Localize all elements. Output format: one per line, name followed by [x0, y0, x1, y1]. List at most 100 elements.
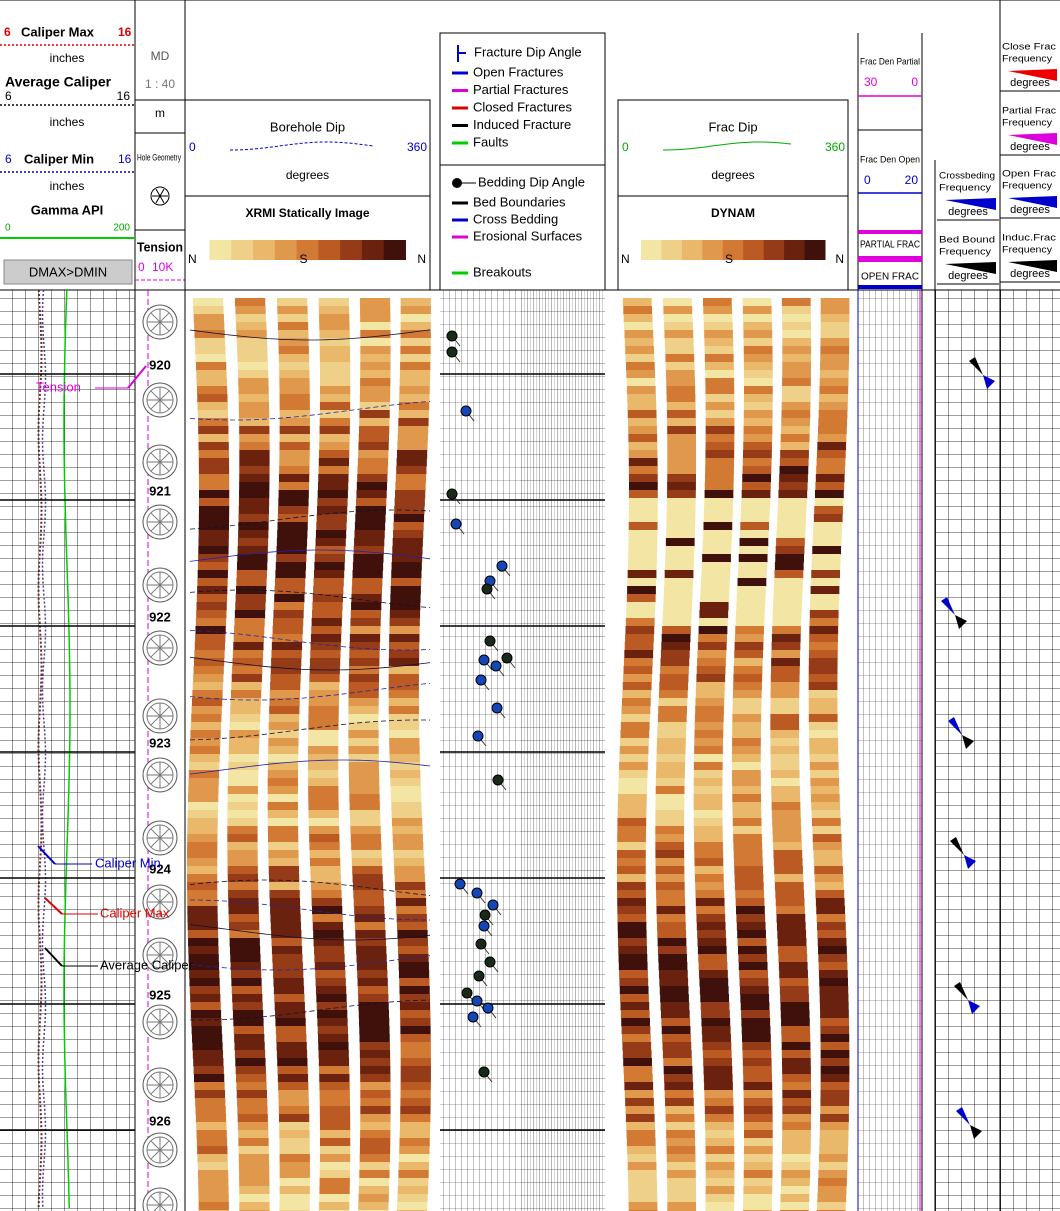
image-pixel: [626, 378, 656, 387]
image-pixel: [622, 1042, 652, 1051]
label: 20: [905, 173, 919, 187]
depth-label: 921: [149, 483, 171, 498]
image-pixel: [622, 1050, 652, 1059]
image-pixel: [235, 1058, 266, 1067]
image-pixel: [617, 826, 647, 835]
image-pixel: [656, 746, 686, 755]
image-pixel: [279, 434, 310, 443]
image-pixel: [192, 1050, 224, 1059]
image-pixel: [273, 602, 305, 611]
image-pixel: [617, 858, 646, 867]
image-pixel: [269, 690, 301, 699]
image-pixel: [781, 1178, 810, 1187]
image-pixel: [740, 522, 770, 531]
frequency-wedge: [945, 262, 996, 274]
image-pixel: [319, 378, 351, 387]
image-pixel: [626, 1138, 656, 1147]
image-pixel: [354, 922, 386, 931]
image-pixel: [399, 386, 430, 395]
image-pixel: [770, 770, 800, 779]
image-pixel: [735, 626, 765, 635]
image-pixel: [400, 1010, 431, 1019]
image-pixel: [188, 954, 219, 963]
image-pixel: [770, 674, 800, 683]
image-pixel: [809, 746, 839, 755]
image-pixel: [699, 986, 729, 995]
image-pixel: [311, 890, 342, 899]
image-pixel: [664, 1074, 693, 1083]
image-pixel: [398, 1178, 429, 1187]
image-pixel: [705, 450, 735, 459]
image-pixel: [400, 1066, 431, 1075]
image-pixel: [308, 706, 339, 715]
image-pixel: [782, 1066, 811, 1075]
image-pixel: [667, 450, 697, 459]
image-pixel: [197, 562, 229, 571]
image-pixel: [228, 914, 260, 923]
image-pixel: [743, 1114, 773, 1123]
image-pixel: [620, 738, 649, 747]
label: 360: [825, 140, 845, 154]
image-pixel: [231, 978, 262, 987]
label: Frequency: [1002, 180, 1053, 190]
image-pixel: [395, 474, 427, 483]
image-pixel: [777, 506, 807, 515]
image-pixel: [308, 698, 339, 707]
image-pixel: [348, 754, 379, 763]
image-pixel: [620, 994, 649, 1003]
image-pixel: [233, 1026, 264, 1035]
image-pixel: [238, 386, 269, 395]
image-pixel: [742, 298, 772, 307]
image-pixel: [770, 746, 800, 755]
image-pixel: [275, 578, 306, 587]
image-pixel: [696, 674, 726, 683]
image-pixel: [655, 866, 685, 875]
image-pixel: [279, 1146, 310, 1155]
annotation: Caliper Min: [95, 855, 161, 870]
image-pixel: [782, 322, 811, 331]
image-pixel: [187, 898, 218, 907]
image-pixel: [269, 882, 300, 891]
image-pixel: [238, 530, 269, 539]
image-pixel: [732, 714, 762, 723]
image-pixel: [400, 1114, 431, 1123]
image-pixel: [627, 402, 657, 411]
label: degrees: [948, 270, 988, 282]
image-pixel: [389, 618, 420, 627]
image-pixel: [188, 938, 219, 947]
image-pixel: [279, 1194, 310, 1203]
image-pixel: [737, 586, 766, 595]
image-pixel: [734, 866, 764, 875]
image-pixel: [814, 874, 844, 883]
image-pixel: [392, 826, 423, 835]
image-pixel: [667, 458, 697, 467]
tadpole: [484, 635, 496, 647]
image-pixel: [227, 810, 258, 819]
image-pixel: [279, 450, 310, 459]
image-pixel: [819, 1130, 849, 1139]
image-pixel: [813, 522, 843, 531]
image-pixel: [319, 442, 350, 451]
image-pixel: [398, 1162, 429, 1171]
image-pixel: [232, 1002, 263, 1011]
image-pixel: [187, 858, 218, 867]
image-pixel: [819, 978, 848, 987]
image-pixel: [627, 1170, 657, 1179]
image-pixel: [279, 378, 310, 387]
image-pixel: [773, 842, 802, 851]
image-pixel: [666, 514, 696, 523]
image-pixel: [705, 1138, 735, 1147]
image-pixel: [782, 338, 812, 347]
image-pixel: [310, 874, 341, 883]
image-pixel: [198, 474, 230, 483]
image-pixel: [782, 1138, 811, 1147]
image-pixel: [388, 682, 419, 691]
image-pixel: [354, 522, 386, 531]
image-pixel: [820, 1018, 850, 1027]
image-pixel: [319, 1154, 351, 1163]
image-pixel: [350, 626, 381, 635]
tadpole: [475, 674, 487, 686]
label: 0: [189, 140, 196, 154]
image-pixel: [666, 506, 696, 515]
image-pixel: [662, 618, 692, 627]
